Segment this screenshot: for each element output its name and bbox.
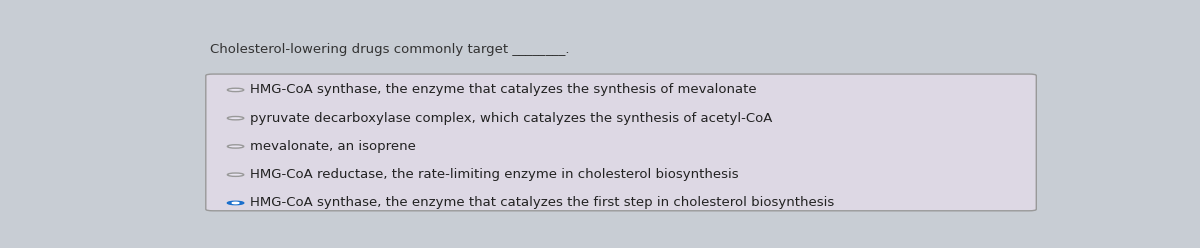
Text: HMG-CoA synthase, the enzyme that catalyzes the synthesis of mevalonate: HMG-CoA synthase, the enzyme that cataly… bbox=[251, 83, 757, 96]
Ellipse shape bbox=[233, 202, 239, 204]
Ellipse shape bbox=[227, 88, 244, 92]
Text: mevalonate, an isoprene: mevalonate, an isoprene bbox=[251, 140, 416, 153]
Text: HMG-CoA reductase, the rate-limiting enzyme in cholesterol biosynthesis: HMG-CoA reductase, the rate-limiting enz… bbox=[251, 168, 739, 181]
Ellipse shape bbox=[227, 173, 244, 176]
Text: Cholesterol-lowering drugs commonly target ________.: Cholesterol-lowering drugs commonly targ… bbox=[210, 43, 570, 56]
Ellipse shape bbox=[227, 145, 244, 148]
Text: HMG-CoA synthase, the enzyme that catalyzes the first step in cholesterol biosyn: HMG-CoA synthase, the enzyme that cataly… bbox=[251, 196, 835, 210]
Text: pyruvate decarboxylase complex, which catalyzes the synthesis of acetyl-CoA: pyruvate decarboxylase complex, which ca… bbox=[251, 112, 773, 125]
Ellipse shape bbox=[227, 117, 244, 120]
FancyBboxPatch shape bbox=[206, 74, 1037, 211]
Ellipse shape bbox=[227, 201, 244, 205]
